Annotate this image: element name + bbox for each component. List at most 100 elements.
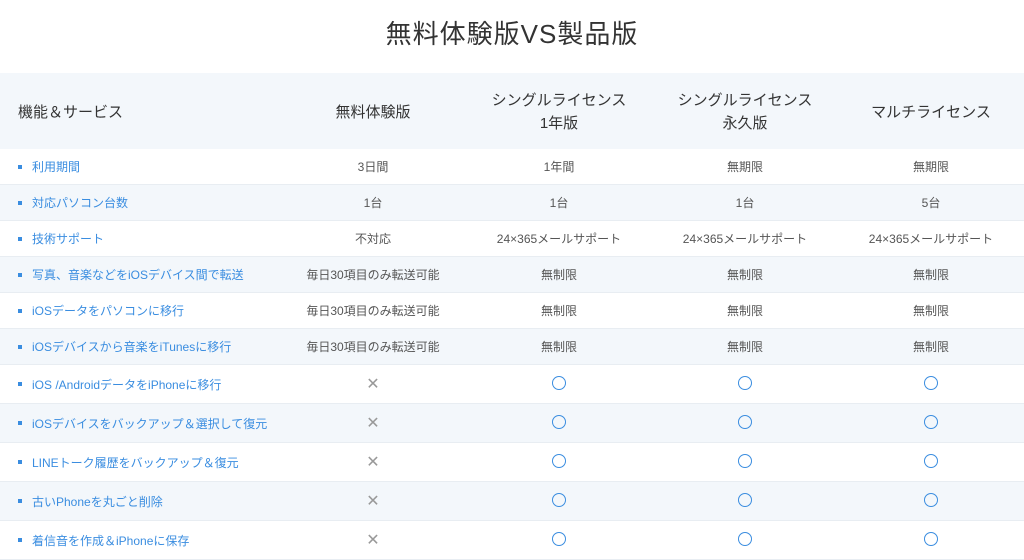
value-cell: 無制限 [652,257,838,293]
feature-cell: 対応パソコン台数 [0,185,280,221]
value-cell: 24×365メールサポート [652,221,838,257]
circle-mark-icon [924,376,938,390]
table-row: LINEトーク履歴をバックアップ＆復元 ✕ [0,443,1024,482]
feature-cell: 利用期間 [0,149,280,185]
col-header-single-perm-line2: 永久版 [660,112,830,133]
bullet-icon [18,201,22,205]
feature-label: LINEトーク履歴をバックアップ＆復元 [32,456,239,470]
value-cell: 無制限 [466,257,652,293]
table-row: 写真、音楽などをiOSデバイス間で転送毎日30項目のみ転送可能無制限無制限無制限 [0,257,1024,293]
circle-mark-icon [738,454,752,468]
circle-mark-icon [924,493,938,507]
bullet-icon [18,345,22,349]
feature-cell: iOSデバイスをバックアップ＆選択して復元 [0,404,280,443]
table-row: iOS /AndroidデータをiPhoneに移行 ✕ [0,365,1024,404]
bullet-icon [18,165,22,169]
value-cell: 無制限 [652,329,838,365]
value-cell [466,482,652,521]
feature-label: iOSデバイスから音楽をiTunesに移行 [32,340,231,354]
table-row: 利用期間3日間1年間無期限無期限 [0,149,1024,185]
value-cell [466,404,652,443]
value-cell: 不対応 [280,221,466,257]
feature-label: iOS /AndroidデータをiPhoneに移行 [32,378,221,392]
value-cell: ✕ [280,482,466,521]
feature-label: 技術サポート [32,232,104,246]
value-cell: 無期限 [652,149,838,185]
x-mark-icon: ✕ [366,454,379,471]
value-cell [466,521,652,560]
table-header-row: 機能＆サービス 無料体験版 シングルライセンス 1年版 シングルライセンス 永久… [0,73,1024,149]
value-cell: 無制限 [838,257,1024,293]
circle-mark-icon [924,532,938,546]
page-title: 無料体験版VS製品版 [0,0,1024,73]
value-cell: 5台 [838,185,1024,221]
col-header-multi: マルチライセンス [838,73,1024,149]
circle-mark-icon [552,532,566,546]
table-row: 古いPhoneを丸ごと削除 ✕ [0,482,1024,521]
feature-cell: iOS /AndroidデータをiPhoneに移行 [0,365,280,404]
value-cell: ✕ [280,404,466,443]
col-header-trial: 無料体験版 [280,73,466,149]
table-body: 利用期間3日間1年間無期限無期限対応パソコン台数1台1台1台5台技術サポート不対… [0,149,1024,560]
value-cell [652,404,838,443]
table-row: 対応パソコン台数1台1台1台5台 [0,185,1024,221]
circle-mark-icon [924,415,938,429]
feature-label: iOSデバイスをバックアップ＆選択して復元 [32,417,267,431]
col-header-single-1y-line1: シングルライセンス [492,92,627,109]
bullet-icon [18,538,22,542]
value-cell [838,365,1024,404]
table-row: iOSデバイスをバックアップ＆選択して復元 ✕ [0,404,1024,443]
value-cell [838,443,1024,482]
table-row: 着信音を作成＆iPhoneに保存 ✕ [0,521,1024,560]
value-cell [652,482,838,521]
feature-cell: 技術サポート [0,221,280,257]
value-cell [466,443,652,482]
value-cell: 1年間 [466,149,652,185]
x-mark-icon: ✕ [366,493,379,510]
table-row: 技術サポート不対応24×365メールサポート24×365メールサポート24×36… [0,221,1024,257]
value-cell [838,404,1024,443]
value-cell: 1台 [280,185,466,221]
value-cell: ✕ [280,521,466,560]
value-cell: 毎日30項目のみ転送可能 [280,293,466,329]
value-cell: ✕ [280,365,466,404]
feature-label: 古いPhoneを丸ごと削除 [32,495,163,509]
bullet-icon [18,421,22,425]
value-cell: 3日間 [280,149,466,185]
bullet-icon [18,309,22,313]
value-cell: 毎日30項目のみ転送可能 [280,329,466,365]
value-cell [838,521,1024,560]
value-cell: 1台 [652,185,838,221]
col-header-single-perm: シングルライセンス 永久版 [652,73,838,149]
feature-cell: LINEトーク履歴をバックアップ＆復元 [0,443,280,482]
col-header-single-perm-line1: シングルライセンス [678,92,813,109]
feature-label: 対応パソコン台数 [32,196,128,210]
table-row: iOSデバイスから音楽をiTunesに移行毎日30項目のみ転送可能無制限無制限無… [0,329,1024,365]
value-cell: 24×365メールサポート [838,221,1024,257]
x-mark-icon: ✕ [366,415,379,432]
value-cell: 24×365メールサポート [466,221,652,257]
circle-mark-icon [552,415,566,429]
value-cell [652,443,838,482]
x-mark-icon: ✕ [366,376,379,393]
feature-cell: 着信音を作成＆iPhoneに保存 [0,521,280,560]
comparison-table: 機能＆サービス 無料体験版 シングルライセンス 1年版 シングルライセンス 永久… [0,73,1024,560]
circle-mark-icon [738,493,752,507]
value-cell: 無制限 [466,329,652,365]
circle-mark-icon [738,415,752,429]
value-cell [652,521,838,560]
value-cell: 無制限 [466,293,652,329]
value-cell [838,482,1024,521]
feature-cell: 写真、音楽などをiOSデバイス間で転送 [0,257,280,293]
x-mark-icon: ✕ [366,532,379,549]
feature-cell: iOSデバイスから音楽をiTunesに移行 [0,329,280,365]
circle-mark-icon [552,493,566,507]
feature-cell: iOSデータをパソコンに移行 [0,293,280,329]
feature-label: 写真、音楽などをiOSデバイス間で転送 [32,268,244,282]
circle-mark-icon [552,454,566,468]
circle-mark-icon [738,532,752,546]
bullet-icon [18,273,22,277]
value-cell: 無制限 [838,293,1024,329]
value-cell: 1台 [466,185,652,221]
bullet-icon [18,382,22,386]
